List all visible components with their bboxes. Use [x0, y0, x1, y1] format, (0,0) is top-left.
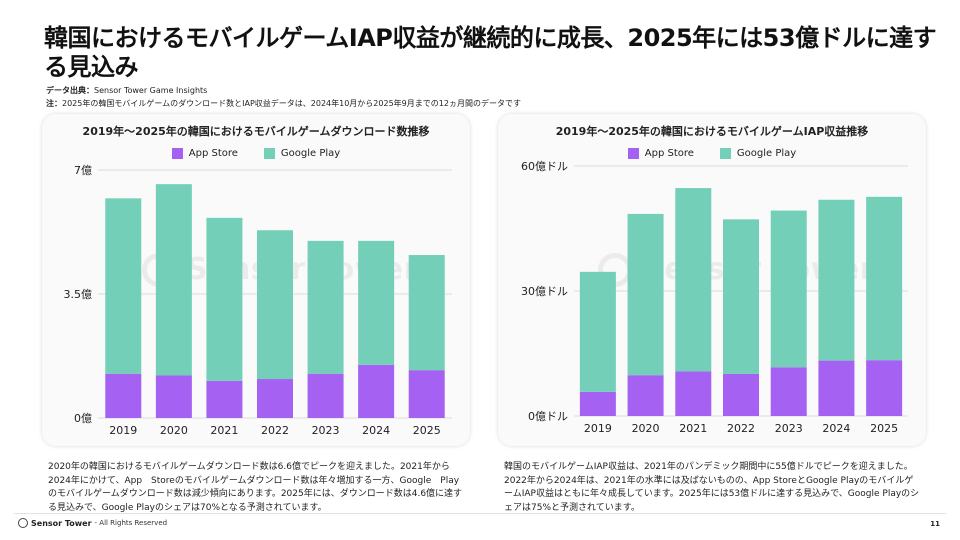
downloads-chart-plot: 0億 3.5億 7億 2019 2020 2021 2022 2023 2024 2025 — [64, 164, 452, 437]
iap-description: 韓国のモバイルゲームIAP収益は、2021年のパンデミック期間中に55億ドルでピ… — [504, 462, 920, 513]
legend-label-app-store: App Store — [188, 148, 238, 159]
page-title: 韓国におけるモバイルゲームIAP収益が継続的に成長、2025年には53億ドルに達… — [44, 24, 937, 81]
bar-app-store-2021 — [206, 380, 243, 418]
downloads-description: 2020年の韓国におけるモバイルゲームダウンロード数は6.6億でピークを迎えまし… — [48, 462, 463, 513]
legend-google-play: Google Play — [719, 148, 797, 159]
footer-brand: Sensor Tower — [31, 518, 92, 528]
downloads-chart-legend: App Store Google Play — [42, 148, 470, 159]
bar-app-store-2022 — [257, 379, 293, 418]
x-tick-label: 2021 — [210, 424, 238, 437]
bar-app-store-2020 — [155, 375, 192, 418]
x-tick-label: 2025 — [413, 424, 441, 437]
legend-label-google-play: Google Play — [280, 148, 341, 159]
x-tick-label: 2019 — [109, 424, 137, 437]
legend-app-store: App Store — [627, 148, 694, 159]
legend-swatch-google-play — [263, 148, 275, 159]
y-tick-label: 0億 — [74, 412, 92, 425]
note-label: 注： — [46, 99, 62, 108]
x-tick-label: 2022 — [261, 424, 289, 437]
y-tick-label: 3.5億 — [64, 288, 93, 301]
x-tick-label: 2025 — [870, 422, 898, 435]
bar-app-store-2023 — [307, 373, 344, 418]
downloads-chart-title: 2019年～2025年の韓国におけるモバイルゲームダウンロード数推移 — [82, 125, 430, 138]
footer-rights: - All Rights Reserved — [94, 519, 168, 527]
iap-revenue-chart-card: Sensor Tower 2019年～2025年の韓国におけるモバイルゲームIA… — [498, 114, 926, 446]
x-tick-label: 2021 — [679, 422, 707, 435]
bar-google-play-2021 — [206, 217, 243, 381]
footer-divider — [14, 513, 946, 514]
bar-app-store-2019 — [579, 391, 616, 416]
legend-label-google-play: Google Play — [736, 148, 797, 159]
y-tick-label: 7億 — [74, 164, 92, 177]
bar-google-play-2021 — [675, 188, 712, 372]
iap-chart-legend: App Store Google Play — [498, 148, 926, 159]
downloads-chart-card: Sensor Tower 2019年～2025年の韓国におけるモバイルゲームダウ… — [42, 114, 470, 446]
x-tick-label: 2024 — [362, 424, 390, 437]
x-tick-label: 2020 — [632, 422, 660, 435]
bar-app-store-2022 — [723, 373, 759, 416]
data-source-notes: データ出典：Sensor Tower Game Insights 注：2025年… — [46, 84, 521, 110]
bar-google-play-2025 — [866, 196, 903, 361]
bar-google-play-2022 — [257, 230, 293, 380]
bar-app-store-2024 — [358, 364, 395, 418]
legend-google-play: Google Play — [263, 148, 341, 159]
bar-app-store-2025 — [408, 370, 445, 418]
bar-google-play-2020 — [627, 213, 664, 376]
bar-google-play-2024 — [358, 240, 395, 365]
page-number: 11 — [930, 520, 940, 528]
x-tick-label: 2023 — [775, 422, 803, 435]
legend-swatch-app-store — [627, 148, 639, 159]
bar-google-play-2024 — [818, 199, 855, 361]
bar-app-store-2023 — [770, 367, 807, 416]
footer-logo: Sensor Tower - All Rights Reserved — [18, 518, 167, 528]
sensor-tower-logo-icon — [18, 518, 28, 528]
bar-app-store-2024 — [818, 360, 855, 416]
bar-google-play-2020 — [155, 184, 192, 376]
iap-chart-plot: 0億ドル 30億ドル 60億ドル 2019 2020 2021 2022 2023 2024 20… — [521, 160, 908, 435]
x-tick-label: 2024 — [822, 422, 850, 435]
bar-google-play-2023 — [770, 210, 807, 368]
source-label: データ出典： — [46, 86, 94, 95]
legend-app-store: App Store — [171, 148, 238, 159]
legend-swatch-app-store — [171, 148, 183, 159]
y-tick-label: 0億ドル — [528, 410, 568, 423]
bar-app-store-2021 — [675, 371, 712, 416]
bar-google-play-2019 — [105, 198, 142, 374]
x-tick-label: 2022 — [727, 422, 755, 435]
legend-label-app-store: App Store — [644, 148, 694, 159]
y-tick-label: 60億ドル — [521, 160, 568, 173]
source-value: Sensor Tower Game Insights — [94, 86, 208, 95]
bar-google-play-2022 — [723, 219, 759, 374]
x-tick-label: 2020 — [160, 424, 188, 437]
bar-app-store-2020 — [627, 375, 664, 416]
bar-google-play-2025 — [408, 255, 445, 371]
note-value: 2025年の韓国モバイルゲームのダウンロード数とIAP収益データは、2024年1… — [62, 99, 521, 108]
bar-google-play-2019 — [579, 271, 616, 392]
x-tick-label: 2019 — [584, 422, 612, 435]
y-tick-label: 30億ドル — [521, 285, 568, 298]
bar-google-play-2023 — [307, 240, 344, 374]
legend-swatch-google-play — [719, 148, 731, 159]
bar-app-store-2025 — [866, 360, 903, 416]
x-tick-label: 2023 — [312, 424, 340, 437]
bar-app-store-2019 — [105, 373, 142, 418]
iap-chart-title: 2019年～2025年の韓国におけるモバイルゲームIAP収益推移 — [555, 125, 869, 138]
